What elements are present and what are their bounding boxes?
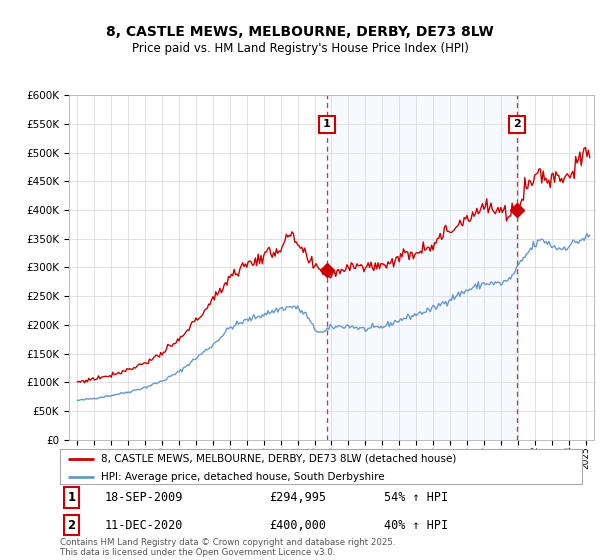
Bar [327, 95, 517, 440]
Text: 8, CASTLE MEWS, MELBOURNE, DERBY, DE73 8LW: 8, CASTLE MEWS, MELBOURNE, DERBY, DE73 8… [106, 25, 494, 39]
Text: 2: 2 [67, 519, 76, 531]
Text: Price paid vs. HM Land Registry's House Price Index (HPI): Price paid vs. HM Land Registry's House … [131, 42, 469, 55]
Text: 18-SEP-2009: 18-SEP-2009 [104, 491, 183, 504]
Text: £294,995: £294,995 [269, 491, 326, 504]
Text: HPI: Average price, detached house, South Derbyshire: HPI: Average price, detached house, Sout… [101, 472, 385, 482]
Text: Contains HM Land Registry data © Crown copyright and database right 2025.
This d: Contains HM Land Registry data © Crown c… [60, 538, 395, 557]
Text: £400,000: £400,000 [269, 519, 326, 531]
Text: 11-DEC-2020: 11-DEC-2020 [104, 519, 183, 531]
Text: 8, CASTLE MEWS, MELBOURNE, DERBY, DE73 8LW (detached house): 8, CASTLE MEWS, MELBOURNE, DERBY, DE73 8… [101, 454, 456, 464]
Text: 1: 1 [323, 119, 331, 129]
Text: 40% ↑ HPI: 40% ↑ HPI [383, 519, 448, 531]
Text: 2: 2 [513, 119, 521, 129]
Text: 1: 1 [67, 491, 76, 504]
Text: 54% ↑ HPI: 54% ↑ HPI [383, 491, 448, 504]
